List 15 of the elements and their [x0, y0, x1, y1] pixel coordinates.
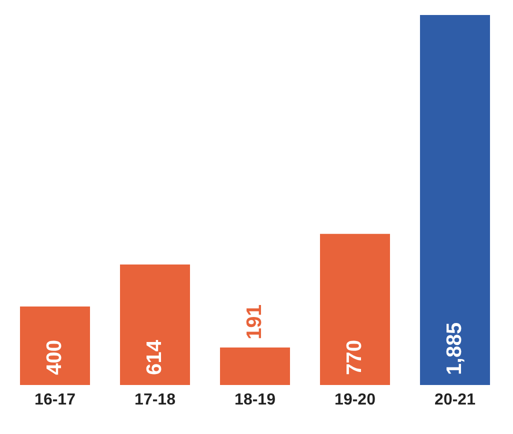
x-tick-label: 18-19 — [234, 392, 276, 408]
x-tick-label: 17-18 — [134, 392, 176, 408]
data-label: 770 — [343, 340, 366, 375]
bar — [20, 306, 90, 385]
bar — [120, 264, 190, 385]
x-tick-label: 20-21 — [434, 392, 476, 408]
data-label: 1,885 — [443, 322, 466, 375]
data-label: 614 — [143, 340, 166, 375]
bar — [320, 234, 390, 385]
data-label: 400 — [43, 340, 66, 375]
x-tick-label: 19-20 — [334, 392, 376, 408]
data-label: 191 — [243, 304, 266, 340]
bar — [220, 348, 290, 385]
x-tick-label: 16-17 — [34, 392, 76, 408]
bar — [420, 15, 490, 385]
